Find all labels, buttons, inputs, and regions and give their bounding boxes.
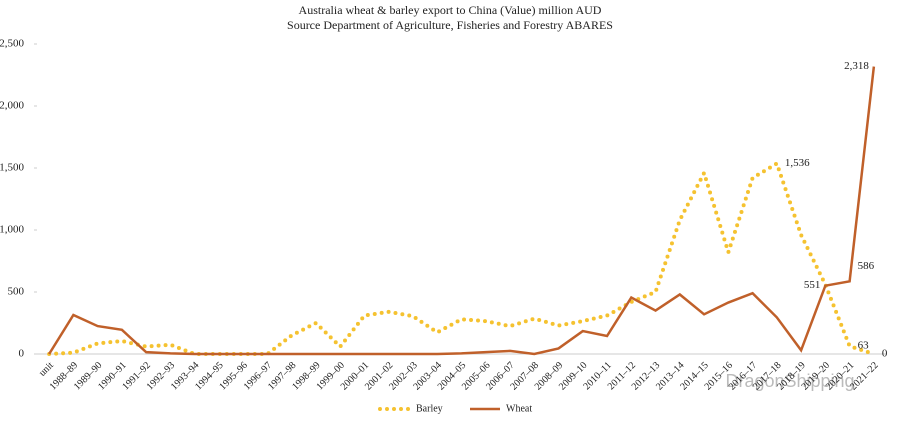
chart-subtitle: Source Department of Agriculture, Fisher… — [287, 18, 613, 32]
data-label: 551 — [804, 279, 821, 291]
y-tick-label: 1,000 — [0, 224, 25, 236]
data-label: 1,536 — [785, 157, 810, 169]
y-tick-label: 0 — [19, 348, 25, 360]
data-label: 2,318 — [844, 60, 869, 72]
y-tick-label: 2,500 — [0, 38, 25, 50]
series-line — [47, 160, 876, 356]
chart-title: Australia wheat & barley export to China… — [299, 3, 602, 17]
y-tick-label: 1,500 — [0, 162, 25, 174]
legend-label: Wheat — [506, 403, 532, 414]
data-label: 63 — [858, 340, 870, 352]
x-tick-label: unit — [37, 360, 56, 379]
y-tick-label: 2,000 — [0, 100, 25, 112]
watermark: DragonShipping — [725, 371, 854, 391]
series-line — [48, 66, 876, 356]
data-label: 586 — [858, 260, 875, 272]
y-tick-label: 500 — [8, 286, 25, 298]
data-label: 0 — [882, 348, 888, 360]
legend-label: Barley — [416, 403, 443, 414]
